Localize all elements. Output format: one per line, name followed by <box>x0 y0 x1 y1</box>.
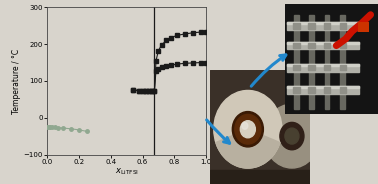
Bar <box>308 65 314 70</box>
Bar <box>324 43 330 48</box>
Circle shape <box>232 112 263 147</box>
X-axis label: $x_\mathrm{LiTFSI}$: $x_\mathrm{LiTFSI}$ <box>115 166 139 177</box>
Bar <box>308 87 314 93</box>
Bar <box>293 87 300 93</box>
Bar <box>309 15 314 109</box>
Bar <box>287 86 359 94</box>
Bar <box>294 15 299 109</box>
Wedge shape <box>216 129 280 168</box>
Bar <box>287 42 359 44</box>
Bar <box>287 64 359 72</box>
Bar <box>293 65 300 70</box>
Bar <box>341 15 345 109</box>
Bar <box>287 64 359 66</box>
Bar <box>339 23 346 29</box>
Bar <box>308 23 314 29</box>
Circle shape <box>264 104 320 168</box>
Bar <box>308 43 314 48</box>
Bar <box>287 42 359 49</box>
Bar <box>293 23 300 29</box>
Circle shape <box>280 122 304 150</box>
Bar <box>324 87 330 93</box>
Y-axis label: Temperature / °C: Temperature / °C <box>12 48 21 114</box>
Bar <box>293 43 300 48</box>
Bar <box>287 22 359 30</box>
Bar <box>339 87 346 93</box>
Circle shape <box>240 121 256 138</box>
Bar <box>339 65 346 70</box>
Circle shape <box>285 128 299 144</box>
Bar <box>324 65 330 70</box>
Circle shape <box>242 122 248 129</box>
Bar <box>287 86 359 88</box>
Bar <box>287 22 359 24</box>
Bar <box>210 170 310 184</box>
Bar <box>325 15 329 109</box>
Bar <box>324 23 330 29</box>
Circle shape <box>235 114 261 144</box>
Circle shape <box>214 91 282 168</box>
Bar <box>358 22 369 32</box>
Bar <box>339 43 346 48</box>
